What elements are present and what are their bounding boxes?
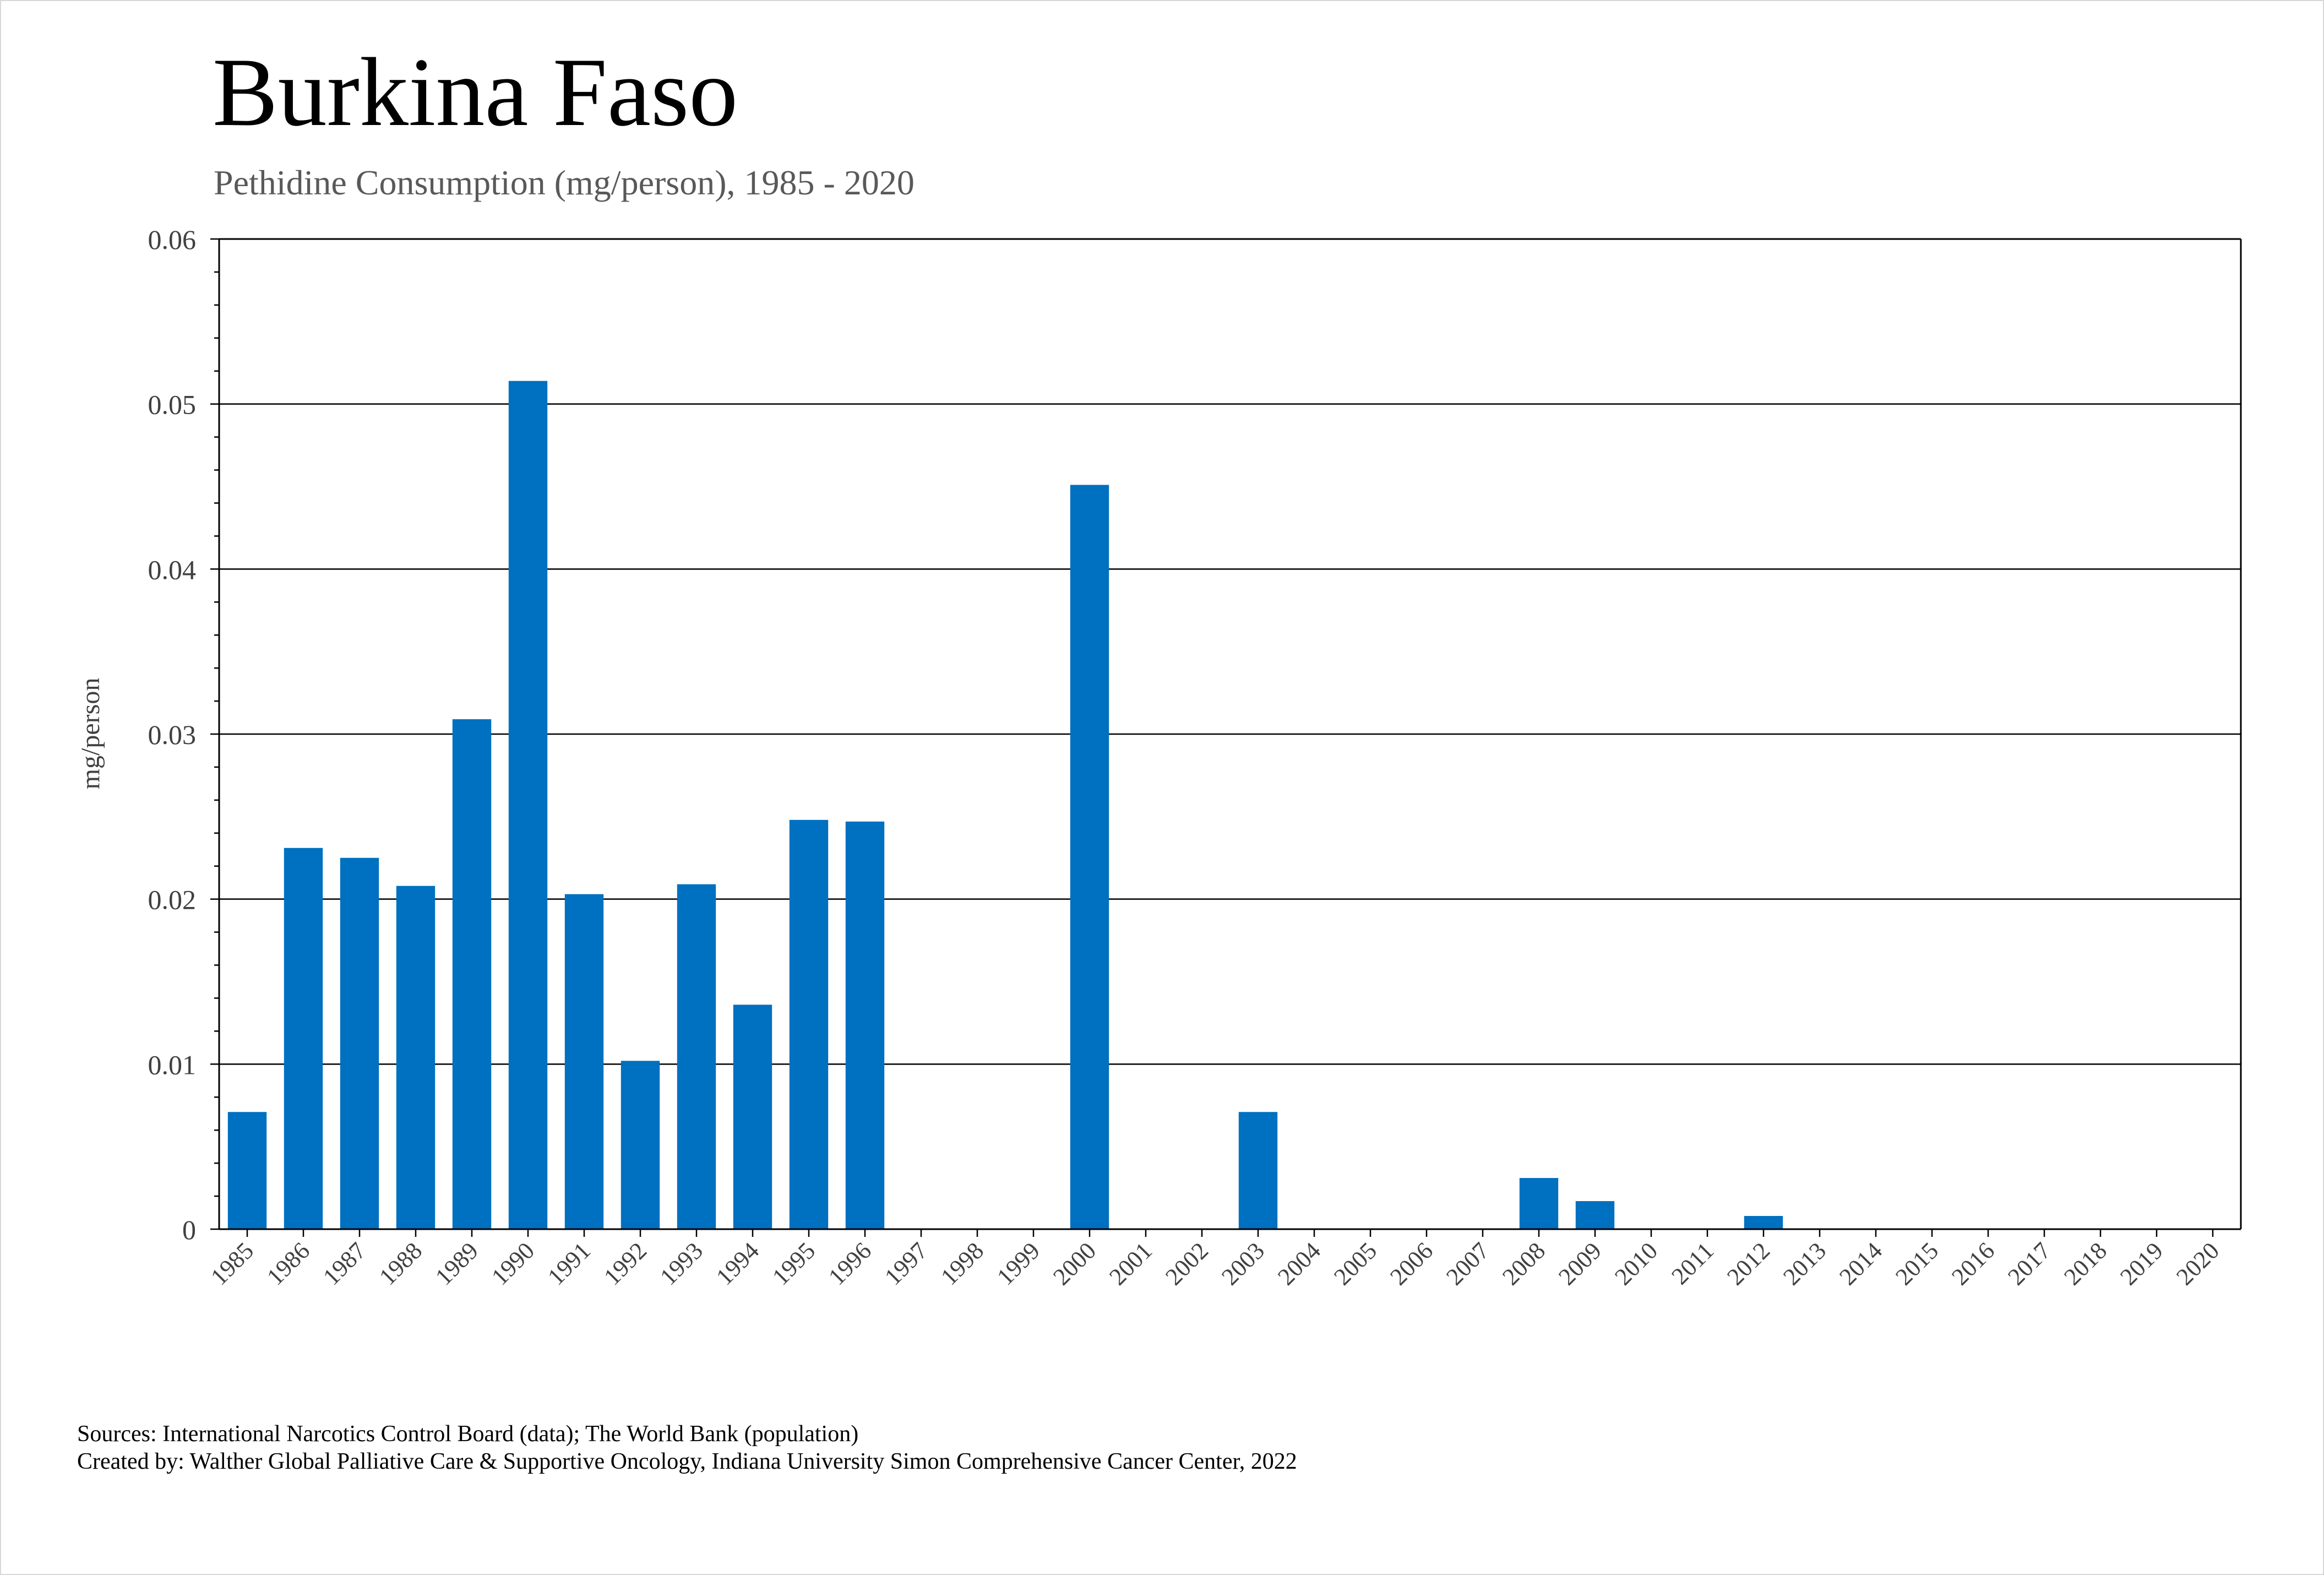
x-tick-label: 2008	[1497, 1237, 1550, 1290]
x-tick-label: 2018	[2059, 1237, 2112, 1290]
x-tick-label: 1989	[430, 1237, 483, 1290]
bar-1988	[396, 886, 436, 1229]
bar-1985	[227, 1112, 267, 1229]
x-tick-label: 2019	[2115, 1237, 2168, 1290]
y-tick-label: 0.05	[148, 389, 197, 420]
y-tick-labels: 0 0.01 0.02 0.03 0.04 0.05 0.06	[148, 224, 197, 1245]
x-tick-label: 1988	[374, 1237, 427, 1290]
chart-subtitle: Pethidine Consumption (mg/person), 1985 …	[214, 163, 915, 202]
x-tick-label: 2004	[1272, 1237, 1326, 1290]
x-tick-label: 1998	[935, 1237, 989, 1290]
x-tick-label: 2006	[1385, 1237, 1438, 1290]
x-tick-label: 1997	[879, 1237, 933, 1290]
bar-2003	[1238, 1112, 1278, 1229]
bar-1987	[340, 857, 379, 1229]
x-tick-labels: 1985 1986 1987 1988 1989 1990 1991 1992 1993 1994…	[205, 1237, 2224, 1290]
bar-1991	[564, 894, 604, 1229]
bar-2000	[1070, 485, 1109, 1229]
bar-1993	[677, 884, 716, 1229]
bar-2012	[1744, 1216, 1783, 1229]
y-tick-label: 0.01	[148, 1049, 197, 1080]
bar-1986	[284, 848, 323, 1229]
bar-1995	[789, 819, 829, 1229]
y-tick-label: 0	[182, 1214, 196, 1245]
bar-1994	[733, 1004, 772, 1229]
x-tick-label: 1990	[486, 1237, 540, 1290]
x-tick-label: 1991	[542, 1237, 596, 1290]
x-tick-label: 1995	[767, 1237, 820, 1290]
x-tick-label: 2015	[1890, 1237, 1944, 1290]
y-axis-label: mg/person	[76, 678, 105, 790]
y-tick-label: 0.02	[148, 884, 197, 915]
sources-note: Sources: International Narcotics Control…	[77, 1421, 859, 1447]
x-tick-label: 2014	[1834, 1237, 1887, 1290]
bar-2008	[1519, 1178, 1559, 1229]
x-tick-label: 1999	[992, 1237, 1045, 1290]
bar-2009	[1575, 1201, 1615, 1229]
x-tick-label: 2005	[1329, 1237, 1382, 1290]
x-tick-label: 2003	[1216, 1237, 1270, 1290]
x-tick-label: 2007	[1441, 1237, 1494, 1290]
x-tick-label: 1985	[205, 1237, 259, 1290]
chart-title: Burkina Faso	[213, 37, 738, 146]
bar-1996	[845, 821, 885, 1229]
y-tick-label: 0.04	[148, 554, 197, 585]
x-tick-label: 2016	[1946, 1237, 2000, 1290]
credits-note: Created by: Walther Global Palliative Ca…	[77, 1449, 1297, 1474]
x-tick-label: 2012	[1722, 1237, 1775, 1290]
bars	[227, 381, 1783, 1229]
axes	[210, 238, 2242, 1237]
x-tick-label: 2011	[1666, 1237, 1719, 1290]
y-tick-label: 0.03	[148, 719, 197, 750]
y-tick-label: 0.06	[148, 224, 197, 255]
x-tick-label: 2001	[1104, 1237, 1157, 1290]
x-tick-label: 1993	[655, 1237, 708, 1290]
bar-1989	[452, 719, 492, 1229]
x-tick-label: 2013	[1778, 1237, 1831, 1290]
x-tick-label: 2017	[2002, 1237, 2056, 1290]
x-tick-label: 2010	[1609, 1237, 1663, 1290]
bar-1992	[621, 1061, 660, 1229]
x-tick-label: 2000	[1048, 1237, 1101, 1290]
x-tick-label: 1994	[711, 1237, 764, 1290]
x-tick-label: 2020	[2171, 1237, 2224, 1290]
bar-1990	[508, 381, 548, 1229]
x-tick-label: 1996	[823, 1237, 877, 1290]
x-tick-label: 1987	[318, 1237, 371, 1290]
x-tick-label: 2009	[1553, 1237, 1607, 1290]
x-tick-label: 1992	[598, 1237, 652, 1290]
x-tick-label: 1986	[262, 1237, 315, 1290]
x-tick-label: 2002	[1160, 1237, 1213, 1290]
